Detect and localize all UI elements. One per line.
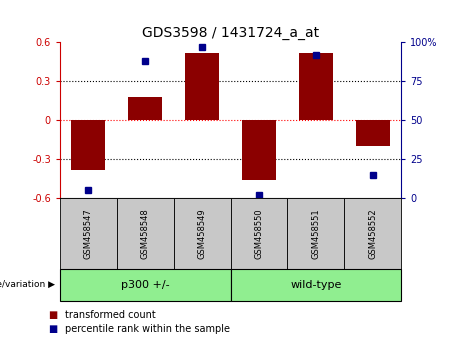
Text: GSM458548: GSM458548 (141, 208, 150, 259)
Text: GSM458547: GSM458547 (84, 208, 93, 259)
Bar (299, 53, 333, 120)
Text: GSM458549: GSM458549 (198, 208, 207, 259)
Bar (71, 120, 106, 170)
Bar (355, 120, 390, 146)
Text: genotype/variation ▶: genotype/variation ▶ (0, 280, 55, 290)
Title: GDS3598 / 1431724_a_at: GDS3598 / 1431724_a_at (142, 26, 319, 40)
Text: percentile rank within the sample: percentile rank within the sample (65, 324, 230, 334)
Bar (185, 53, 219, 120)
Text: transformed count: transformed count (65, 310, 155, 320)
Text: ■: ■ (48, 310, 58, 320)
Text: GSM458550: GSM458550 (254, 208, 263, 259)
Bar (128, 97, 162, 120)
Text: GSM458551: GSM458551 (311, 208, 320, 259)
Text: ■: ■ (48, 324, 58, 334)
Text: wild-type: wild-type (290, 280, 342, 290)
Text: p300 +/-: p300 +/- (121, 280, 170, 290)
Bar (242, 120, 276, 180)
Text: GSM458552: GSM458552 (368, 208, 377, 259)
